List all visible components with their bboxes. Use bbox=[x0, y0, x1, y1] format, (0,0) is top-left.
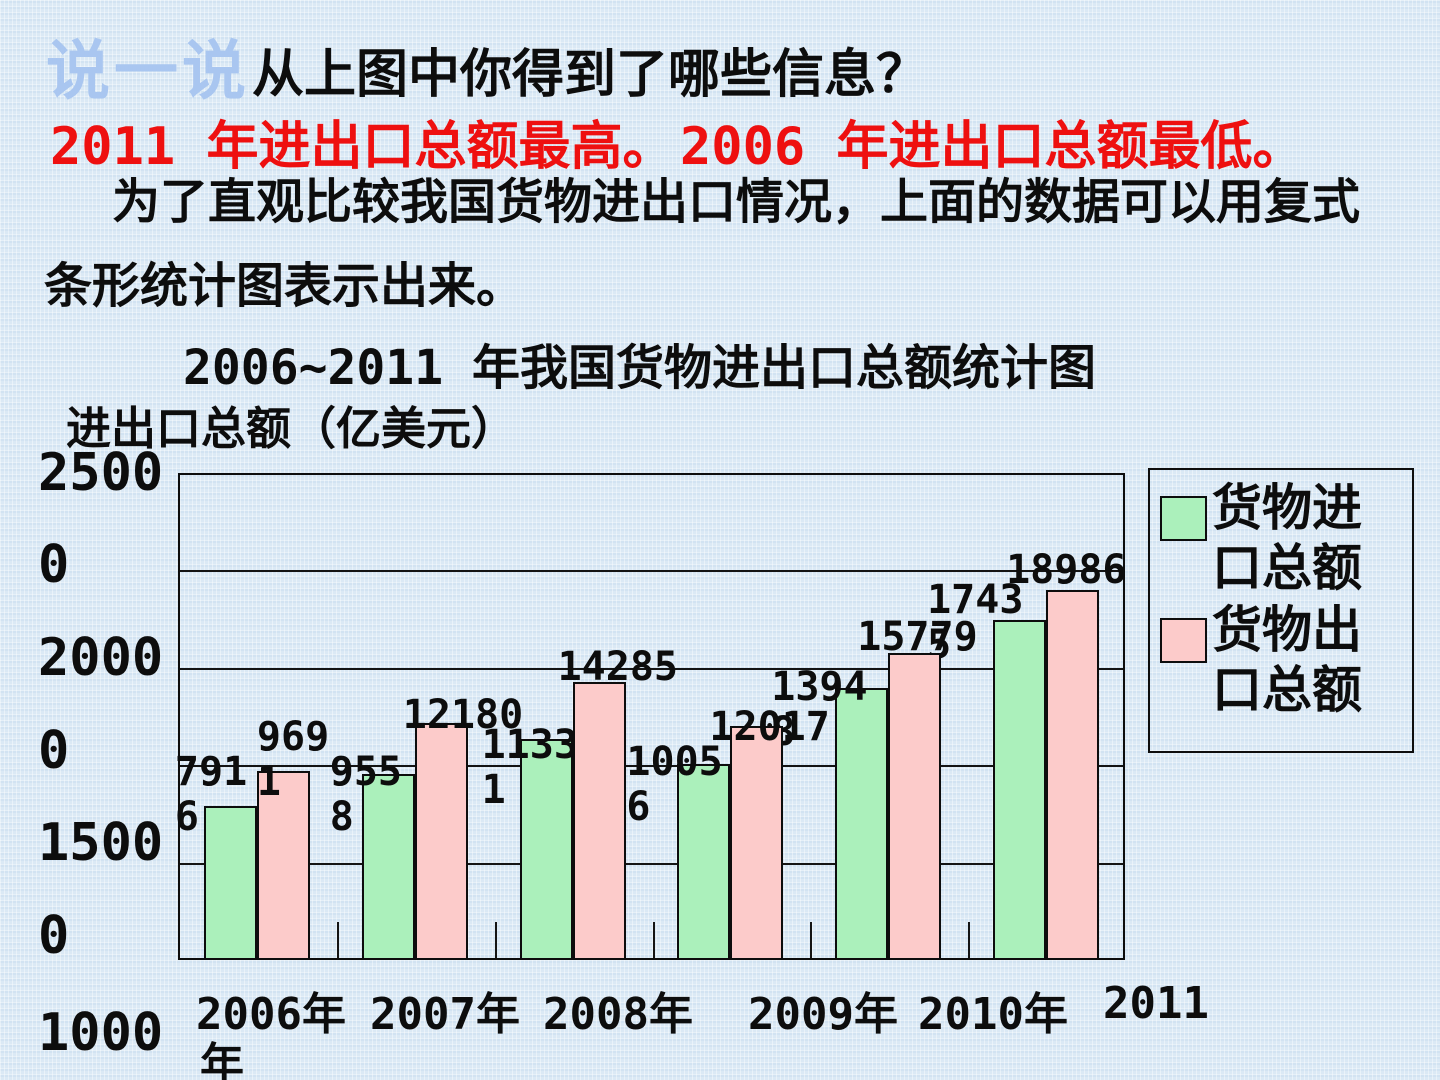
x-tick-label-2008年: 2008年 bbox=[543, 989, 693, 1040]
gridline-15000 bbox=[180, 667, 1123, 670]
bar-value-label-import-2006年: 791 6 bbox=[174, 748, 248, 840]
y-tick-label: 1500 bbox=[38, 813, 164, 873]
bar-value-label-export-2011年: 18986 bbox=[1006, 547, 1127, 594]
paragraph-line-2: 条形统计图表示出来。 bbox=[44, 258, 525, 314]
x-axis-tick-mark bbox=[336, 922, 339, 958]
bar-import-2006年 bbox=[203, 805, 257, 960]
bar-export-2010年 bbox=[888, 652, 942, 960]
answer-lowest: 2006 年进出口总额最低。 bbox=[680, 117, 1305, 177]
x-tick-label-wrapped-year-char: 年 bbox=[200, 1039, 244, 1080]
legend-label-export: 货物出 口总额 bbox=[1212, 601, 1362, 719]
bar-import-2007年 bbox=[361, 773, 415, 960]
y-tick-label: 1000 bbox=[38, 1003, 164, 1063]
y-axis-title: 进出口总额（亿美元） bbox=[66, 402, 517, 455]
bar-export-2006年 bbox=[256, 771, 310, 960]
bar-value-label-export-2007年: 12180 bbox=[402, 691, 524, 738]
x-axis-tick-mark bbox=[810, 922, 813, 958]
bar-import-2011年 bbox=[993, 620, 1047, 960]
bar-export-2011年 bbox=[1046, 590, 1100, 960]
bar-value-label-import-2007年: 955 8 bbox=[329, 748, 402, 840]
chart-title: 2006~2011 年我国货物进出口总额统计图 bbox=[183, 340, 1096, 396]
bar-value-label-import-2008年: 1133 1 bbox=[481, 722, 578, 814]
bar-chart-plot-area bbox=[178, 473, 1125, 960]
bar-value-label-import-2011年: 1743 5 bbox=[927, 577, 1024, 669]
answer-highest: 2011 年进出口总额最高。 bbox=[50, 117, 675, 177]
bar-import-2010年 bbox=[835, 688, 889, 960]
y-tick-label: 0 bbox=[38, 906, 70, 966]
x-axis-tick-mark bbox=[968, 922, 971, 958]
gridline-10000 bbox=[180, 765, 1123, 768]
bar-import-2009年 bbox=[677, 764, 731, 960]
bar-export-2008年 bbox=[572, 681, 626, 960]
bar-export-2009年 bbox=[730, 725, 784, 960]
bar-value-label-export-2008年: 14285 bbox=[557, 643, 678, 690]
bar-import-2008年 bbox=[519, 739, 573, 960]
legend-swatch-import bbox=[1160, 496, 1207, 541]
y-tick-label: 0 bbox=[38, 721, 70, 781]
legend-label-import: 货物进 口总额 bbox=[1212, 479, 1362, 597]
bar-export-2007年 bbox=[414, 722, 468, 960]
y-tick-label: 0 bbox=[38, 535, 70, 595]
gridline-20000 bbox=[180, 570, 1123, 573]
x-tick-label-2011: 2011 bbox=[1103, 978, 1209, 1029]
x-tick-label-2010年: 2010年 bbox=[918, 989, 1068, 1040]
paragraph-line-1: 为了直观比较我国货物进出口情况，上面的数据可以用复式 bbox=[112, 174, 1361, 230]
bar-value-label-import-2009年: 1005 6 bbox=[626, 739, 723, 831]
legend-swatch-export bbox=[1160, 618, 1207, 663]
x-tick-label-2009年: 2009年 bbox=[748, 989, 898, 1040]
bar-value-label-export-2009年: 12017 bbox=[709, 703, 830, 750]
bar-value-label-export-2010年: 15779 bbox=[857, 613, 978, 660]
y-tick-label: 2500 bbox=[38, 443, 164, 503]
chart-legend: 货物进 口总额 货物出 口总额 bbox=[1148, 468, 1414, 753]
x-axis-tick-mark bbox=[652, 922, 655, 958]
y-tick-label: 2000 bbox=[38, 628, 164, 688]
x-axis-tick-mark bbox=[494, 922, 497, 958]
question-heading: 从上图中你得到了哪些信息？ bbox=[252, 45, 929, 105]
bar-value-label-export-2006年: 969 1 bbox=[256, 714, 330, 806]
x-tick-label-2007年: 2007年 bbox=[370, 989, 520, 1040]
x-tick-label-2006年: 2006年 bbox=[196, 989, 346, 1040]
say-it-badge: 说一说 bbox=[46, 35, 250, 109]
gridline-5000 bbox=[180, 862, 1123, 865]
